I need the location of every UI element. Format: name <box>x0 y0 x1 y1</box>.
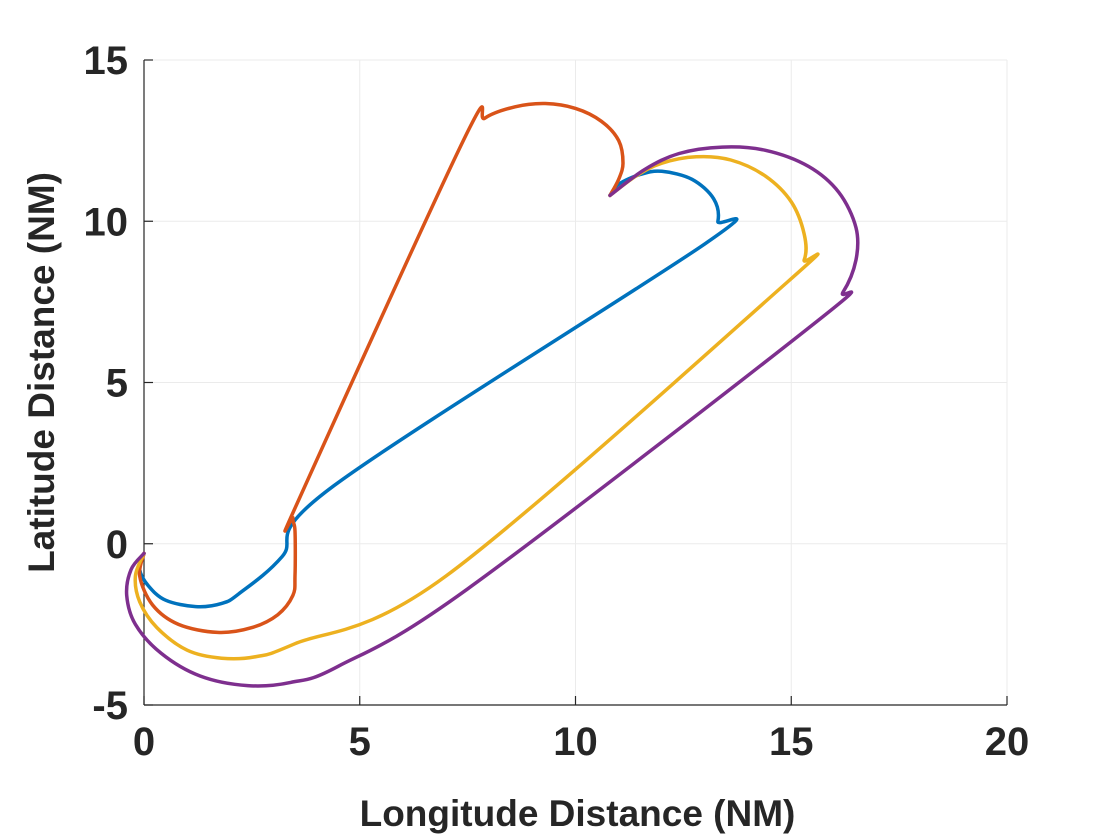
x-tick-label: 0 <box>133 720 155 764</box>
axes <box>143 59 1008 706</box>
series-line-3 <box>133 154 820 661</box>
x-tick-label: 10 <box>553 720 598 764</box>
y-tick-label: -5 <box>92 684 128 728</box>
y-tick-label: 15 <box>84 39 129 83</box>
x-tick-label: 20 <box>985 720 1030 764</box>
y-tick-label: 0 <box>106 523 128 567</box>
series-line-2 <box>137 101 625 635</box>
y-tick-label: 10 <box>84 200 129 244</box>
x-axis-label: Longitude Distance (NM) <box>360 793 796 834</box>
y-tick-labels: -5 0 5 10 15 <box>84 39 129 728</box>
y-axis-label: Latitude Distance (NM) <box>21 172 62 573</box>
x-tick-label: 5 <box>349 720 371 764</box>
series-group <box>124 101 860 688</box>
x-tick-label: 15 <box>769 720 814 764</box>
grid <box>143 59 1008 706</box>
series-line-1 <box>137 169 739 609</box>
series-line-4 <box>124 145 860 688</box>
x-tick-labels: 0 5 10 15 20 <box>133 720 1029 764</box>
y-tick-label: 5 <box>106 362 128 406</box>
